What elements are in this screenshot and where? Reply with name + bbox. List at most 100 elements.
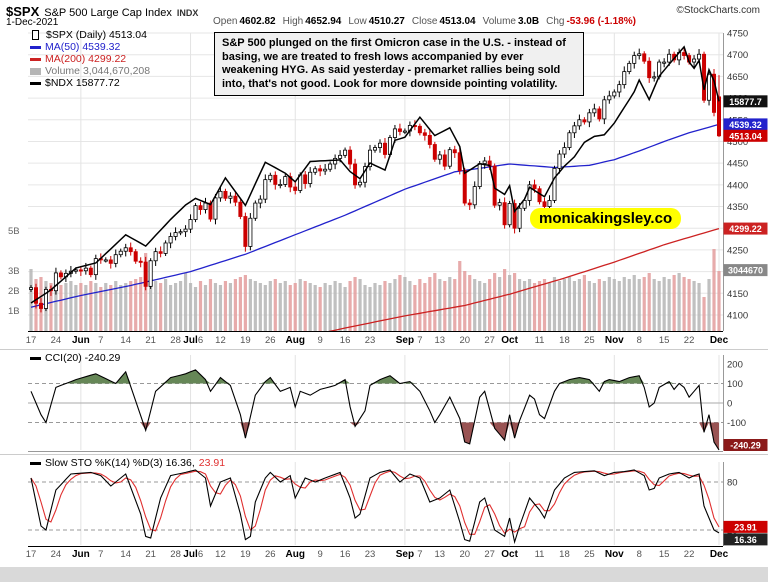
svg-text:0: 0 (727, 399, 732, 410)
svg-text:3B: 3B (8, 266, 20, 277)
svg-text:2B: 2B (8, 286, 20, 297)
svg-text:8: 8 (637, 335, 642, 346)
svg-text:Oct: Oct (501, 549, 518, 560)
svg-text:4150: 4150 (727, 289, 748, 300)
svg-text:16: 16 (340, 549, 351, 560)
svg-text:22: 22 (684, 335, 695, 346)
svg-text:26: 26 (265, 335, 276, 346)
svg-text:4100: 4100 (727, 311, 748, 322)
svg-text:6: 6 (198, 335, 203, 346)
symbol-name: S&P 500 Large Cap Index (44, 7, 172, 19)
svg-text:4650: 4650 (727, 72, 748, 83)
svg-text:16.36: 16.36 (734, 535, 757, 545)
svg-text:20: 20 (459, 549, 470, 560)
svg-text:80: 80 (727, 478, 738, 489)
svg-text:11: 11 (535, 335, 545, 346)
open-value: 4602.82 (239, 16, 276, 27)
svg-text:7: 7 (98, 335, 103, 346)
svg-text:17: 17 (26, 335, 37, 346)
svg-text:26: 26 (265, 549, 276, 560)
close-value: 4513.04 (439, 16, 476, 27)
legend-volume: Volume 3,044,670,208 (45, 65, 151, 77)
watermark: monicakingsley.co (530, 208, 682, 229)
legend-row-ndx: $NDX 15877.72 (30, 77, 150, 89)
svg-text:9: 9 (318, 549, 323, 560)
legend-spx: $SPX (Daily) 4513.04 (46, 29, 147, 41)
svg-text:8: 8 (637, 549, 642, 560)
annotation-box: S&P 500 plunged on the first Omicron cas… (214, 32, 584, 96)
svg-text:Sep: Sep (396, 335, 414, 346)
svg-text:Jun: Jun (72, 549, 90, 560)
cci-legend-text: CCI(20) -240.29 (45, 352, 121, 364)
svg-text:23.91: 23.91 (734, 522, 757, 532)
svg-text:13: 13 (435, 549, 446, 560)
chg-label: Chg (546, 16, 565, 27)
exchange: INDX (176, 8, 199, 18)
svg-text:20: 20 (459, 335, 470, 346)
svg-text:15: 15 (659, 549, 670, 560)
svg-text:6: 6 (198, 549, 203, 560)
sto-legend-k: Slow STO %K(14) %D(3) 16.36, (45, 457, 195, 469)
sto-legend-d: 23.91 (198, 457, 226, 469)
volume-value: 3.0B (517, 16, 540, 27)
high-label: High (282, 16, 304, 27)
svg-text:22: 22 (684, 549, 695, 560)
svg-text:14: 14 (120, 335, 131, 346)
svg-text:Nov: Nov (605, 549, 624, 560)
svg-text:4450: 4450 (727, 159, 748, 170)
volume-bar-icon (30, 67, 41, 75)
svg-text:11: 11 (535, 549, 545, 560)
legend-row-spx: $SPX (Daily) 4513.04 (30, 29, 150, 41)
close-label: Close (411, 16, 438, 27)
svg-text:24: 24 (51, 335, 62, 346)
svg-text:19: 19 (240, 335, 251, 346)
svg-text:Aug: Aug (286, 549, 305, 560)
svg-text:4250: 4250 (727, 245, 748, 256)
svg-text:Oct: Oct (501, 335, 518, 346)
svg-text:4350: 4350 (727, 202, 748, 213)
svg-text:Dec: Dec (710, 549, 729, 560)
svg-text:12: 12 (215, 549, 226, 560)
svg-text:27: 27 (484, 549, 495, 560)
svg-text:Aug: Aug (286, 335, 305, 346)
svg-text:19: 19 (240, 549, 251, 560)
legend-row-volume: Volume 3,044,670,208 (30, 65, 150, 77)
svg-text:16: 16 (340, 335, 351, 346)
svg-text:4539.32: 4539.32 (729, 120, 762, 130)
open-label: Open (213, 16, 238, 27)
svg-text:4299.22: 4299.22 (729, 224, 762, 234)
svg-text:Jun: Jun (72, 335, 90, 346)
svg-text:28: 28 (170, 335, 181, 346)
svg-text:23: 23 (365, 549, 376, 560)
copyright: ©StockCharts.com (676, 5, 760, 16)
svg-text:25: 25 (584, 335, 595, 346)
footer-strip (0, 567, 768, 582)
svg-text:3044670: 3044670 (728, 266, 763, 276)
ma50-line-icon (30, 45, 41, 49)
svg-text:15877.7: 15877.7 (729, 97, 762, 107)
svg-text:14: 14 (120, 549, 131, 560)
svg-text:27: 27 (484, 335, 495, 346)
symbol: $SPX (6, 4, 40, 19)
legend-row-ma200: MA(200) 4299.22 (30, 53, 150, 65)
svg-text:200: 200 (727, 360, 743, 371)
ma200-line-icon (30, 57, 41, 61)
svg-text:25: 25 (584, 549, 595, 560)
legend-row-ma50: MA(50) 4539.32 (30, 41, 150, 53)
chg-value: -53.96 (-1.18%) (566, 16, 636, 27)
svg-text:12: 12 (215, 335, 226, 346)
svg-text:9: 9 (318, 335, 323, 346)
chart-header: $SPX S&P 500 Large Cap Index INDX (6, 3, 198, 21)
high-value: 4652.94 (305, 16, 342, 27)
svg-text:Nov: Nov (605, 335, 624, 346)
svg-text:7: 7 (98, 549, 103, 560)
sto-legend: Slow STO %K(14) %D(3) 16.36, 23.91 (30, 457, 225, 469)
svg-text:1B: 1B (8, 306, 20, 317)
cci-line-icon (30, 356, 41, 360)
legend-ndx: $NDX 15877.72 (45, 77, 120, 89)
ndx-line-icon (30, 81, 41, 85)
chart-date: 1-Dec-2021 (6, 17, 59, 28)
low-value: 4510.27 (368, 16, 405, 27)
quote-line: Open 4602.82 High 4652.94 Low 4510.27 Close 451… (213, 16, 636, 27)
